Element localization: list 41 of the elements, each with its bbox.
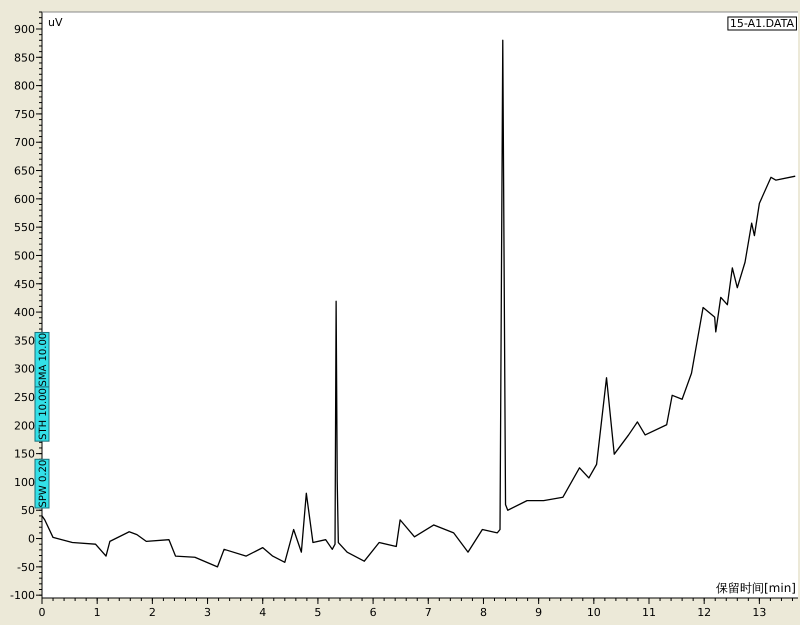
x-tick-label: 9 [535,606,542,619]
x-tick-label: 1 [94,606,101,619]
x-tick-label: 3 [204,606,212,619]
y-tick-label: 750 [14,108,35,121]
x-tick-label: 13 [752,606,766,619]
x-tick-label: 10 [586,606,601,619]
y-tick-label: 200 [14,419,35,432]
y-tick-label: 250 [14,391,35,404]
annotation: SPW 0.20 [38,460,49,508]
y-tick-label: 50 [21,504,35,518]
y-tick-label: -50 [17,560,35,574]
x-tick-label: 2 [148,606,156,619]
y-tick-label: 850 [14,51,35,64]
y-tick-label: 400 [14,306,35,320]
y-tick-label: 500 [14,249,35,262]
x-tick-label: 8 [480,606,487,619]
x-tick-label: 7 [424,606,432,619]
x-tick-label: 4 [259,606,266,619]
y-tick-label: 100 [14,476,35,489]
x-tick-label: 0 [38,606,46,619]
y-tick-label: 450 [14,278,35,291]
y-tick-label: 700 [14,136,35,150]
x-tick-label: 6 [370,606,377,619]
y-tick-label: 300 [14,362,35,376]
y-tick-label: 350 [14,334,35,348]
annotation: 15-A1.DATA [730,17,794,30]
x-tick-label: 11 [642,606,656,619]
y-tick-label: 0 [28,532,35,546]
annotation: STH 10.00 [38,388,49,440]
annotation: SMA 10.00 [38,332,49,386]
x-tick-label: 5 [314,606,322,619]
y-tick-label: 800 [14,80,35,93]
x-tick-label: 12 [697,606,712,619]
y-tick-label: 650 [14,164,35,178]
x-axis-title: 保留时间[min] [716,581,796,595]
y-tick-label: 900 [14,22,35,36]
y-tick-label: -100 [10,589,35,602]
y-tick-label: 600 [14,192,35,206]
y-axis-title: uV [48,16,63,29]
y-tick-label: 550 [14,221,35,234]
y-tick-label: 150 [14,448,35,461]
